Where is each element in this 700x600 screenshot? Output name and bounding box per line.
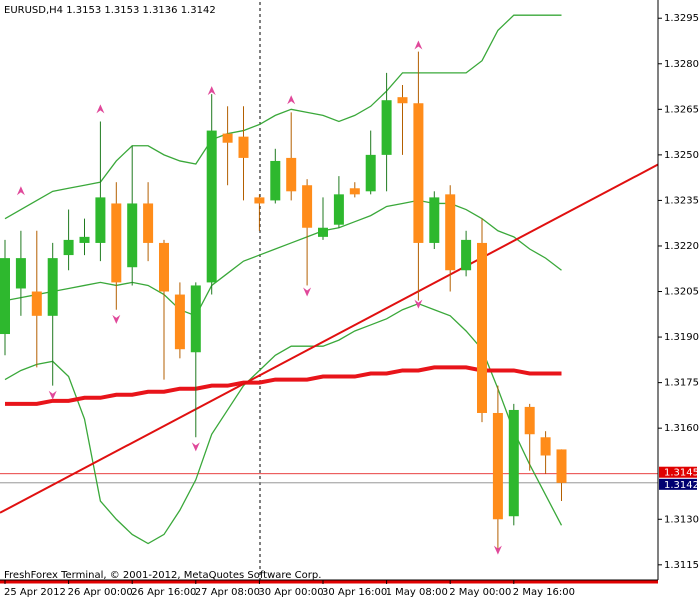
x-tick-label: 1 May 08:00 (386, 587, 448, 598)
x-tick-label: 30 Apr 16:00 (322, 587, 387, 598)
candle-body (413, 103, 423, 243)
price-label: 1.3142 (664, 480, 699, 491)
candle-body (318, 228, 328, 237)
candle-body (80, 237, 90, 243)
candle-body (334, 194, 344, 224)
x-tick-label: 26 Apr 16:00 (131, 587, 196, 598)
price-label: 1.3145 (664, 468, 699, 479)
y-tick-label: 1.3115 (664, 560, 699, 571)
candle-body (127, 203, 137, 267)
candle-body (191, 285, 201, 352)
candle-body (111, 203, 121, 282)
candle-body (382, 100, 392, 155)
candle-body (493, 413, 503, 519)
candle-body (461, 240, 471, 270)
copyright: FreshForex Terminal, © 2001-2012, MetaQu… (4, 570, 321, 581)
y-tick-label: 1.3295 (664, 13, 699, 24)
candle-body (270, 161, 280, 200)
candle-body (0, 258, 10, 334)
candle-body (143, 203, 153, 242)
y-tick-label: 1.3160 (664, 423, 699, 434)
candle-body (286, 158, 296, 191)
candle-body (159, 243, 169, 292)
y-tick-label: 1.3220 (664, 241, 699, 252)
candle-body (302, 185, 312, 228)
y-tick-label: 1.3265 (664, 104, 699, 115)
candle-body (541, 437, 551, 455)
candle-body (48, 258, 58, 316)
candle-body (445, 194, 455, 270)
y-tick-label: 1.3235 (664, 195, 699, 206)
candle-body (398, 97, 408, 103)
y-tick-label: 1.3280 (664, 59, 699, 70)
candle-body (429, 197, 439, 243)
y-tick-label: 1.3250 (664, 150, 699, 161)
candle-body (95, 197, 105, 243)
candle-body (32, 292, 42, 316)
candle-body (64, 240, 74, 255)
candle-body (509, 410, 519, 516)
candle-body (366, 155, 376, 191)
x-tick-label: 2 May 00:00 (449, 587, 511, 598)
x-tick-label: 27 Apr 08:00 (195, 587, 260, 598)
candle-body (254, 197, 264, 203)
y-tick-label: 1.3205 (664, 287, 699, 298)
candle-body (16, 258, 26, 288)
candle-body (207, 131, 217, 283)
y-tick-label: 1.3190 (664, 332, 699, 343)
y-tick-label: 1.3175 (664, 378, 699, 389)
x-tick-label: 30 Apr 00:00 (258, 587, 323, 598)
candle-body (525, 407, 535, 434)
x-tick-label: 26 Apr 00:00 (68, 587, 133, 598)
x-tick-label: 2 May 16:00 (513, 587, 575, 598)
candle-body (477, 243, 487, 413)
candle-body (350, 188, 360, 194)
candle-body (175, 295, 185, 350)
x-tick-label: 25 Apr 2012 (4, 587, 66, 598)
candle-body (557, 449, 567, 482)
candle-body (223, 134, 233, 143)
candle-body (239, 137, 249, 158)
y-tick-label: 1.3130 (664, 514, 699, 525)
chart-title: EURUSD,H4 1.3153 1.3153 1.3136 1.3142 (4, 5, 216, 16)
